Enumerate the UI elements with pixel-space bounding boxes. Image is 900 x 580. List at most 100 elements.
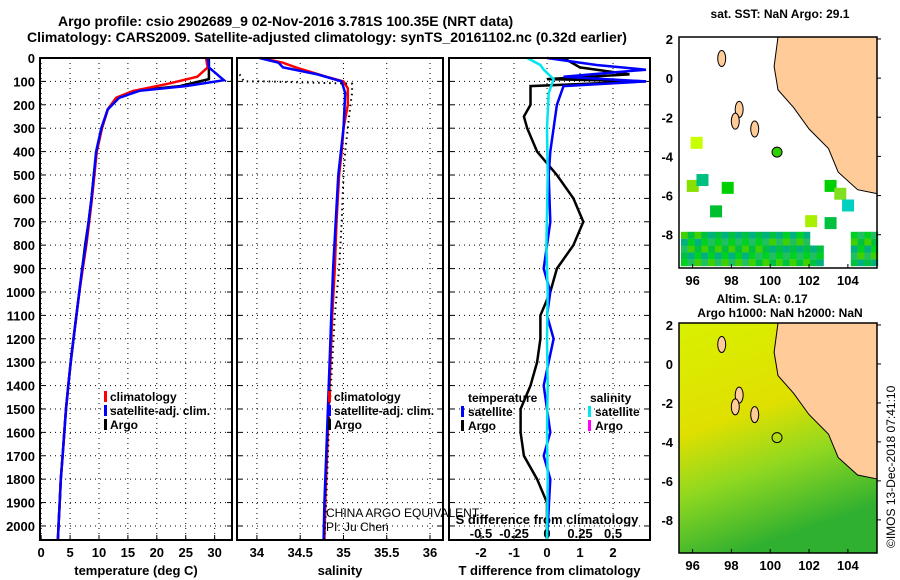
x-axis-label: salinity — [318, 563, 364, 578]
series-line-s-satellite — [526, 56, 556, 541]
lon-tick-label: 104 — [837, 558, 859, 573]
sst-cell — [721, 238, 729, 246]
y-tick-label: 1900 — [6, 496, 35, 511]
y-tick-label: 1500 — [6, 402, 35, 417]
sst-cell — [857, 259, 865, 267]
lon-tick-label: 98 — [724, 558, 738, 573]
sst-cell — [687, 231, 695, 239]
y-tick-label: 1700 — [6, 449, 35, 464]
sst-cell — [776, 259, 784, 267]
sst-cell — [803, 231, 811, 239]
sst-cell — [721, 181, 734, 194]
sst-cell — [694, 252, 702, 260]
sst-cell — [816, 252, 824, 260]
sst-cell — [694, 231, 702, 239]
y-tick-label: 200 — [13, 98, 35, 113]
lon-tick-label: 96 — [685, 558, 699, 573]
x-tick-label: 30 — [207, 545, 221, 560]
sst-cell — [769, 259, 777, 267]
sst-cell — [789, 245, 797, 253]
sst-cell — [803, 252, 811, 260]
sst-cell — [742, 245, 750, 253]
sst-cell — [769, 231, 777, 239]
lon-tick-label: 102 — [798, 558, 820, 573]
title-line-2: Climatology: CARS2009. Satellite-adjuste… — [27, 29, 627, 45]
sst-cell — [796, 238, 804, 246]
legend-label: climatology — [110, 390, 177, 404]
sst-cell — [810, 259, 818, 267]
y-tick-label: 600 — [13, 191, 35, 206]
map-title: sat. SST: NaN Argo: 29.1 — [711, 7, 850, 21]
lat-tick-label: -6 — [661, 474, 673, 489]
sst-cell — [796, 252, 804, 260]
title-line-1: Argo profile: csio 2902689_9 02-Nov-2016… — [58, 13, 514, 29]
sst-cell — [694, 238, 702, 246]
sst-cell — [735, 238, 743, 246]
sst-cell — [805, 215, 818, 228]
sst-cell — [776, 231, 784, 239]
x-tick-label: 35.5 — [374, 545, 399, 560]
sst-cell — [708, 238, 716, 246]
x-tick-label: 36 — [423, 545, 437, 560]
sst-cell — [735, 231, 743, 239]
sst-cell — [762, 245, 770, 253]
sst-cell — [701, 259, 709, 267]
x-axis-label: T difference from climatology — [458, 563, 641, 578]
sst-cell — [803, 259, 811, 267]
x-tick-label: 35 — [336, 545, 350, 560]
lat-tick-label: 2 — [666, 318, 673, 333]
x2-tick-label: 0.5 — [604, 526, 622, 541]
series-line-climatology — [56, 57, 210, 541]
lat-tick-label: -4 — [661, 149, 673, 164]
lat-tick-label: -6 — [661, 189, 673, 204]
y-tick-label: 2000 — [6, 519, 35, 534]
sst-cell — [850, 238, 858, 246]
sst-cell — [864, 259, 872, 267]
sst-cell — [816, 259, 824, 267]
sst-cell — [755, 245, 763, 253]
legend-swatch — [328, 405, 331, 416]
sst-cell — [816, 245, 824, 253]
sst-cell — [776, 245, 784, 253]
lon-tick-label: 98 — [724, 273, 738, 288]
series-line-argo — [56, 58, 211, 541]
sst-cell — [782, 259, 790, 267]
x-tick-label: 20 — [150, 545, 164, 560]
lon-tick-label: 102 — [798, 273, 820, 288]
sst-cell — [714, 252, 722, 260]
sst-cell — [796, 231, 804, 239]
y-tick-label: 0 — [28, 51, 35, 66]
sst-cell — [871, 238, 879, 246]
legend-label: satellite — [468, 405, 513, 419]
sst-cell — [803, 238, 811, 246]
sst-cell — [762, 238, 770, 246]
lon-tick-label: 100 — [759, 558, 781, 573]
sst-cell — [680, 245, 688, 253]
legend-label: Argo — [595, 419, 623, 433]
series-line-t-argo — [519, 56, 647, 540]
sst-cell — [769, 245, 777, 253]
x-tick-label: -1 — [508, 545, 520, 560]
sst-cell — [728, 259, 736, 267]
x-axis-label: temperature (deg C) — [74, 563, 198, 578]
legend-label: satellite-adj. clim. — [334, 404, 434, 418]
sst-cell — [871, 245, 879, 253]
sst-cell — [701, 231, 709, 239]
map-title: Altim. SLA: 0.17 — [716, 292, 808, 306]
sst-cell — [742, 259, 750, 267]
y-tick-label: 700 — [13, 215, 35, 230]
legend-title-temperature: temperature — [468, 391, 538, 405]
sst-cell — [864, 231, 872, 239]
sst-cell — [782, 231, 790, 239]
sst-cell — [776, 252, 784, 260]
legend-swatch — [104, 391, 107, 402]
map-frame — [678, 36, 878, 269]
sst-cell — [850, 259, 858, 267]
sst-cell — [748, 245, 756, 253]
legend-swatch — [328, 391, 331, 402]
sst-cell — [864, 238, 872, 246]
y-tick-label: 900 — [13, 262, 35, 277]
sst-cell — [748, 238, 756, 246]
salinity-panel: 34 34.5 35 35.5 36 salinity climatologysatelli… — [236, 56, 444, 578]
x-tick-label: 10 — [92, 545, 106, 560]
